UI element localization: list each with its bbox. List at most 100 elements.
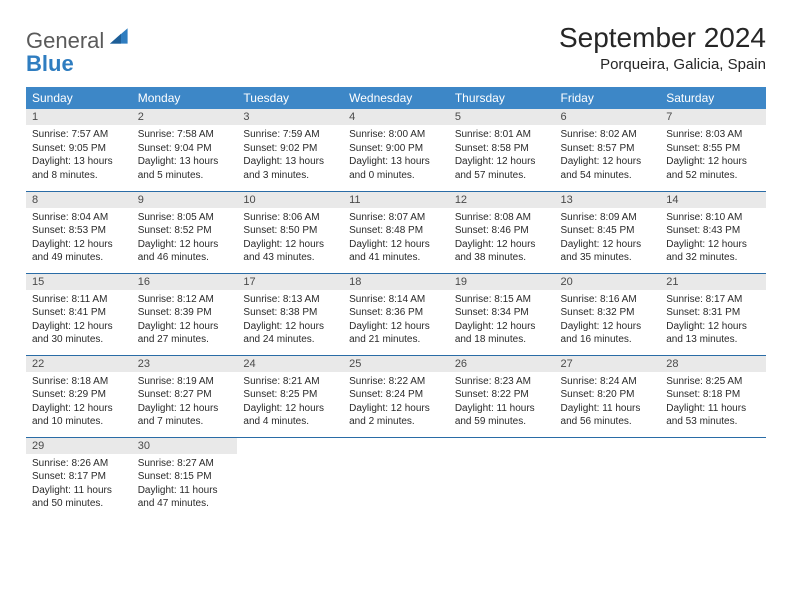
calendar-cell: 2Sunrise: 7:58 AMSunset: 9:04 PMDaylight… [132,109,238,191]
day-details: Sunrise: 8:19 AMSunset: 8:27 PMDaylight:… [132,372,238,433]
sunrise-text: Sunrise: 8:06 AM [243,211,337,225]
day-number: 30 [132,438,238,454]
day-number: 23 [132,356,238,372]
weekday-header: Friday [555,87,661,109]
day-details: Sunrise: 8:24 AMSunset: 8:20 PMDaylight:… [555,372,661,433]
day-number: 3 [237,109,343,125]
calendar-table: Sunday Monday Tuesday Wednesday Thursday… [26,87,766,519]
weekday-header: Thursday [449,87,555,109]
sunset-text: Sunset: 8:24 PM [349,388,443,402]
day-details: Sunrise: 8:02 AMSunset: 8:57 PMDaylight:… [555,125,661,186]
sunrise-text: Sunrise: 8:16 AM [561,293,655,307]
daylight-text: Daylight: 11 hours and 50 minutes. [32,484,126,511]
daylight-text: Daylight: 13 hours and 8 minutes. [32,155,126,182]
daylight-text: Daylight: 12 hours and 46 minutes. [138,238,232,265]
sunrise-text: Sunrise: 8:04 AM [32,211,126,225]
day-details: Sunrise: 7:57 AMSunset: 9:05 PMDaylight:… [26,125,132,186]
logo-line1: General [26,28,104,53]
calendar-cell: . [343,437,449,519]
sunset-text: Sunset: 8:46 PM [455,224,549,238]
sunset-text: Sunset: 8:38 PM [243,306,337,320]
sunrise-text: Sunrise: 8:08 AM [455,211,549,225]
daylight-text: Daylight: 12 hours and 27 minutes. [138,320,232,347]
calendar-week-row: 1Sunrise: 7:57 AMSunset: 9:05 PMDaylight… [26,109,766,191]
calendar-cell: 24Sunrise: 8:21 AMSunset: 8:25 PMDayligh… [237,355,343,437]
location: Porqueira, Galicia, Spain [559,56,766,73]
calendar-cell: 26Sunrise: 8:23 AMSunset: 8:22 PMDayligh… [449,355,555,437]
day-details: Sunrise: 8:12 AMSunset: 8:39 PMDaylight:… [132,290,238,351]
daylight-text: Daylight: 13 hours and 3 minutes. [243,155,337,182]
daylight-text: Daylight: 12 hours and 10 minutes. [32,402,126,429]
day-details: Sunrise: 8:16 AMSunset: 8:32 PMDaylight:… [555,290,661,351]
daylight-text: Daylight: 11 hours and 56 minutes. [561,402,655,429]
sunset-text: Sunset: 8:57 PM [561,142,655,156]
day-details: Sunrise: 8:23 AMSunset: 8:22 PMDaylight:… [449,372,555,433]
sunrise-text: Sunrise: 8:26 AM [32,457,126,471]
calendar-cell: 10Sunrise: 8:06 AMSunset: 8:50 PMDayligh… [237,191,343,273]
sunset-text: Sunset: 8:43 PM [666,224,760,238]
day-details: Sunrise: 8:08 AMSunset: 8:46 PMDaylight:… [449,208,555,269]
day-details: Sunrise: 8:09 AMSunset: 8:45 PMDaylight:… [555,208,661,269]
daylight-text: Daylight: 12 hours and 52 minutes. [666,155,760,182]
day-number: 13 [555,192,661,208]
sunset-text: Sunset: 8:17 PM [32,470,126,484]
day-number: 17 [237,274,343,290]
day-details: Sunrise: 8:25 AMSunset: 8:18 PMDaylight:… [660,372,766,433]
sunrise-text: Sunrise: 8:10 AM [666,211,760,225]
day-number: 22 [26,356,132,372]
day-details: Sunrise: 8:18 AMSunset: 8:29 PMDaylight:… [26,372,132,433]
sunset-text: Sunset: 8:34 PM [455,306,549,320]
calendar-week-row: 8Sunrise: 8:04 AMSunset: 8:53 PMDaylight… [26,191,766,273]
calendar-cell: . [660,437,766,519]
day-number: 10 [237,192,343,208]
calendar-cell: 19Sunrise: 8:15 AMSunset: 8:34 PMDayligh… [449,273,555,355]
weekday-header: Tuesday [237,87,343,109]
sunrise-text: Sunrise: 8:05 AM [138,211,232,225]
day-details: Sunrise: 8:27 AMSunset: 8:15 PMDaylight:… [132,454,238,515]
day-details: Sunrise: 8:07 AMSunset: 8:48 PMDaylight:… [343,208,449,269]
calendar-cell: 18Sunrise: 8:14 AMSunset: 8:36 PMDayligh… [343,273,449,355]
calendar-cell: 14Sunrise: 8:10 AMSunset: 8:43 PMDayligh… [660,191,766,273]
sunrise-text: Sunrise: 8:17 AM [666,293,760,307]
day-details: Sunrise: 8:04 AMSunset: 8:53 PMDaylight:… [26,208,132,269]
day-number: 26 [449,356,555,372]
sunset-text: Sunset: 8:15 PM [138,470,232,484]
calendar-cell: 25Sunrise: 8:22 AMSunset: 8:24 PMDayligh… [343,355,449,437]
sunset-text: Sunset: 8:58 PM [455,142,549,156]
day-details: Sunrise: 8:06 AMSunset: 8:50 PMDaylight:… [237,208,343,269]
sunset-text: Sunset: 9:02 PM [243,142,337,156]
day-number: 2 [132,109,238,125]
daylight-text: Daylight: 12 hours and 35 minutes. [561,238,655,265]
day-details: Sunrise: 8:14 AMSunset: 8:36 PMDaylight:… [343,290,449,351]
calendar-cell: 1Sunrise: 7:57 AMSunset: 9:05 PMDaylight… [26,109,132,191]
daylight-text: Daylight: 12 hours and 30 minutes. [32,320,126,347]
calendar-cell: 21Sunrise: 8:17 AMSunset: 8:31 PMDayligh… [660,273,766,355]
day-details: Sunrise: 8:13 AMSunset: 8:38 PMDaylight:… [237,290,343,351]
sunset-text: Sunset: 9:00 PM [349,142,443,156]
day-number: 18 [343,274,449,290]
calendar-cell: . [237,437,343,519]
calendar-cell: 30Sunrise: 8:27 AMSunset: 8:15 PMDayligh… [132,437,238,519]
daylight-text: Daylight: 12 hours and 2 minutes. [349,402,443,429]
sunrise-text: Sunrise: 8:00 AM [349,128,443,142]
sunrise-text: Sunrise: 8:13 AM [243,293,337,307]
day-details: Sunrise: 8:22 AMSunset: 8:24 PMDaylight:… [343,372,449,433]
sunset-text: Sunset: 9:04 PM [138,142,232,156]
sunrise-text: Sunrise: 7:58 AM [138,128,232,142]
day-number: 27 [555,356,661,372]
calendar-cell: 8Sunrise: 8:04 AMSunset: 8:53 PMDaylight… [26,191,132,273]
logo-line2: Blue [26,51,74,76]
daylight-text: Daylight: 12 hours and 18 minutes. [455,320,549,347]
logo-text: General Blue [26,22,132,75]
daylight-text: Daylight: 12 hours and 41 minutes. [349,238,443,265]
weekday-header: Wednesday [343,87,449,109]
day-number: 14 [660,192,766,208]
day-number: 16 [132,274,238,290]
calendar-cell: 6Sunrise: 8:02 AMSunset: 8:57 PMDaylight… [555,109,661,191]
daylight-text: Daylight: 12 hours and 54 minutes. [561,155,655,182]
sunset-text: Sunset: 8:27 PM [138,388,232,402]
sunrise-text: Sunrise: 8:23 AM [455,375,549,389]
daylight-text: Daylight: 13 hours and 0 minutes. [349,155,443,182]
sunrise-text: Sunrise: 8:07 AM [349,211,443,225]
day-details: Sunrise: 8:11 AMSunset: 8:41 PMDaylight:… [26,290,132,351]
